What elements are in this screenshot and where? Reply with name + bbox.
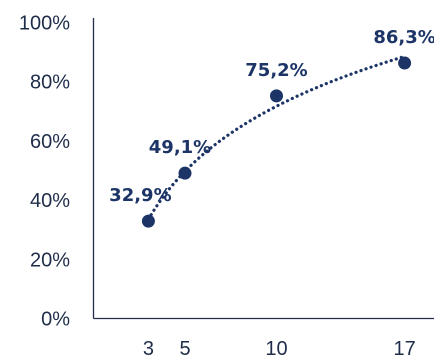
data-labels: 32,9% 49,1% 75,2% 86,3% <box>109 27 434 206</box>
y-tick-label: 40% <box>30 190 70 212</box>
x-tick-label: 3 <box>143 338 154 358</box>
data-point <box>141 214 155 228</box>
y-tick-label: 100% <box>19 13 70 35</box>
data-label: 32,9% <box>109 185 171 206</box>
x-tick-label: 17 <box>393 338 415 358</box>
data-label: 75,2% <box>245 60 307 81</box>
data-label: 86,3% <box>373 27 434 48</box>
y-tick-labels: 0% 20% 40% 60% 80% 100% <box>19 13 70 331</box>
y-tick-label: 0% <box>41 309 70 331</box>
x-tick-label: 10 <box>265 338 287 358</box>
data-points <box>141 56 412 228</box>
trendline-path <box>146 54 407 221</box>
x-tick-label: 5 <box>179 338 190 358</box>
x-tick-labels: 3 5 10 17 <box>143 338 416 358</box>
data-label: 49,1% <box>149 137 211 158</box>
data-point <box>178 166 192 180</box>
y-tick-label: 60% <box>30 131 70 153</box>
y-tick-label: 20% <box>30 249 70 271</box>
trendline <box>146 54 407 221</box>
data-point <box>270 89 283 103</box>
data-point <box>398 56 412 70</box>
y-tick-label: 80% <box>30 72 70 94</box>
